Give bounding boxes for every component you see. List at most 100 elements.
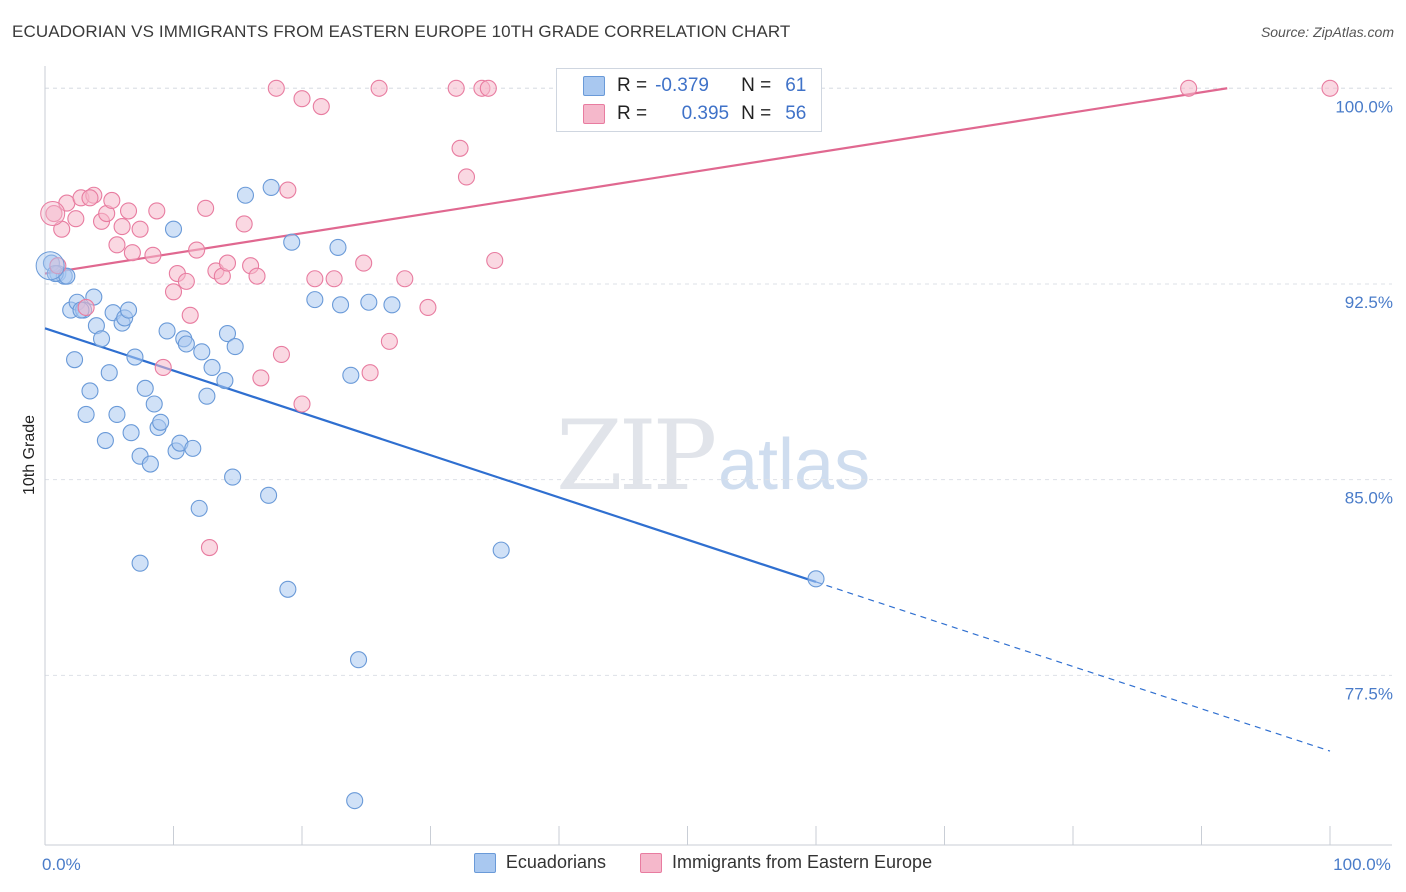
ecuadorian-point xyxy=(346,792,364,810)
ecuadorian-point xyxy=(262,178,280,196)
ecuadorian-point xyxy=(184,439,202,457)
ecuadorian-point xyxy=(122,424,140,442)
eastern-europe-point xyxy=(419,298,437,317)
eastern-europe-point xyxy=(77,298,95,317)
eastern-europe-point xyxy=(486,251,504,270)
legend-item-eastern-europe[interactable]: Immigrants from Eastern Europe xyxy=(639,852,932,873)
watermark-atlas: atlas xyxy=(718,425,871,505)
ecuadorian-point xyxy=(216,371,234,390)
legend-swatch-blue xyxy=(473,852,496,873)
eastern-europe-point xyxy=(154,358,172,377)
eastern-europe-point xyxy=(188,241,206,259)
eastern-europe-point xyxy=(67,210,85,228)
legend-row-ecuadorians: R = -0.379 N = 61 xyxy=(583,73,806,99)
y-tick-label: 100.0% xyxy=(1335,97,1393,116)
ecuadorian-point xyxy=(331,296,350,314)
ecuadorian-point xyxy=(224,468,242,486)
ecuadorian-point xyxy=(66,351,84,369)
ecuadorian-point xyxy=(329,238,347,256)
eastern-europe-point xyxy=(312,97,330,116)
chart-title: ECUADORIAN VS IMMIGRANTS FROM EASTERN EU… xyxy=(12,22,791,41)
data-points xyxy=(35,79,1339,810)
eastern-europe-point xyxy=(81,189,99,207)
ecuadorian-point xyxy=(279,580,297,598)
ecuadorian-point xyxy=(81,382,99,400)
ecuadorian-trend-extension xyxy=(815,581,1331,752)
eastern-europe-point xyxy=(396,270,414,288)
ecuadorian-point xyxy=(119,301,138,319)
trend-lines xyxy=(44,87,1331,752)
r-value: 0.395 xyxy=(681,103,730,124)
eastern-europe-point xyxy=(113,218,131,236)
ecuadorian-point xyxy=(349,651,368,669)
eastern-europe-point xyxy=(370,79,388,97)
eastern-europe-point xyxy=(325,270,343,288)
eastern-europe-trend-line xyxy=(44,87,1228,275)
ecuadorian-point xyxy=(360,293,378,311)
r-label: R = xyxy=(617,103,648,124)
eastern-europe-point xyxy=(267,79,285,97)
axes xyxy=(44,66,1392,846)
eastern-europe-point xyxy=(293,90,311,108)
ecuadorian-point xyxy=(226,338,244,356)
legend-item-ecuadorians[interactable]: Ecuadorians xyxy=(473,852,606,873)
r-label: R = xyxy=(617,75,648,96)
ecuadorian-point xyxy=(145,395,163,413)
eastern-europe-point xyxy=(103,191,121,210)
ecuadorian-point xyxy=(260,486,278,504)
source-label: Source: ZipAtlas.com xyxy=(1260,24,1394,40)
eastern-europe-point xyxy=(279,181,297,199)
eastern-europe-point xyxy=(40,201,66,227)
n-value: 61 xyxy=(785,75,807,96)
ecuadorian-point xyxy=(96,431,114,450)
eastern-europe-point xyxy=(306,270,324,288)
eastern-europe-point xyxy=(49,257,67,275)
legend-swatch-blue xyxy=(583,76,605,96)
series-legend: Ecuadorians Immigrants from Eastern Euro… xyxy=(0,852,1406,873)
y-tick-label: 85.0% xyxy=(1345,489,1393,508)
ecuadorian-point xyxy=(100,364,118,382)
y-tick-label: 77.5% xyxy=(1345,684,1393,703)
eastern-europe-point xyxy=(355,254,373,272)
ecuadorian-point xyxy=(177,335,195,353)
x-tick-label: 100.0% xyxy=(1333,855,1391,874)
n-value: 56 xyxy=(785,103,807,124)
eastern-europe-point xyxy=(248,267,266,285)
ecuadorian-point xyxy=(131,554,149,572)
x-tick-label: 0.0% xyxy=(42,855,81,874)
eastern-europe-point xyxy=(177,272,195,290)
ecuadorian-point xyxy=(198,387,216,405)
ecuadorian-point xyxy=(152,413,170,431)
ecuadorian-point xyxy=(203,358,221,377)
eastern-europe-point xyxy=(119,202,138,220)
eastern-europe-point xyxy=(479,79,497,97)
eastern-europe-point xyxy=(293,395,311,413)
ecuadorian-point xyxy=(35,251,65,281)
r-value: -0.379 xyxy=(655,75,709,96)
ecuadorian-point xyxy=(136,379,154,397)
eastern-europe-point xyxy=(164,283,183,301)
ecuadorian-point xyxy=(193,343,211,361)
n-label: N = xyxy=(741,75,772,96)
watermark-zip: ZIP xyxy=(556,400,717,512)
legend-swatch-pink xyxy=(639,852,662,873)
ecuadorian-point xyxy=(492,541,510,559)
eastern-europe-point xyxy=(1321,79,1339,97)
eastern-europe-point xyxy=(235,215,253,233)
eastern-europe-point xyxy=(272,345,290,363)
legend-swatch-pink xyxy=(583,104,605,124)
eastern-europe-point xyxy=(123,244,141,262)
ecuadorian-point xyxy=(77,405,95,423)
n-label: N = xyxy=(741,103,772,124)
ecuadorian-point xyxy=(807,570,825,588)
ecuadorian-point xyxy=(164,220,183,238)
ecuadorian-point xyxy=(283,233,301,251)
ecuadorian-point xyxy=(383,296,401,314)
ecuadorian-point xyxy=(306,291,324,309)
ecuadorian-point xyxy=(108,405,126,423)
ecuadorian-point xyxy=(158,322,176,340)
ecuadorian-point xyxy=(126,348,144,366)
ecuadorian-point xyxy=(141,455,159,473)
eastern-europe-point xyxy=(1180,79,1198,97)
